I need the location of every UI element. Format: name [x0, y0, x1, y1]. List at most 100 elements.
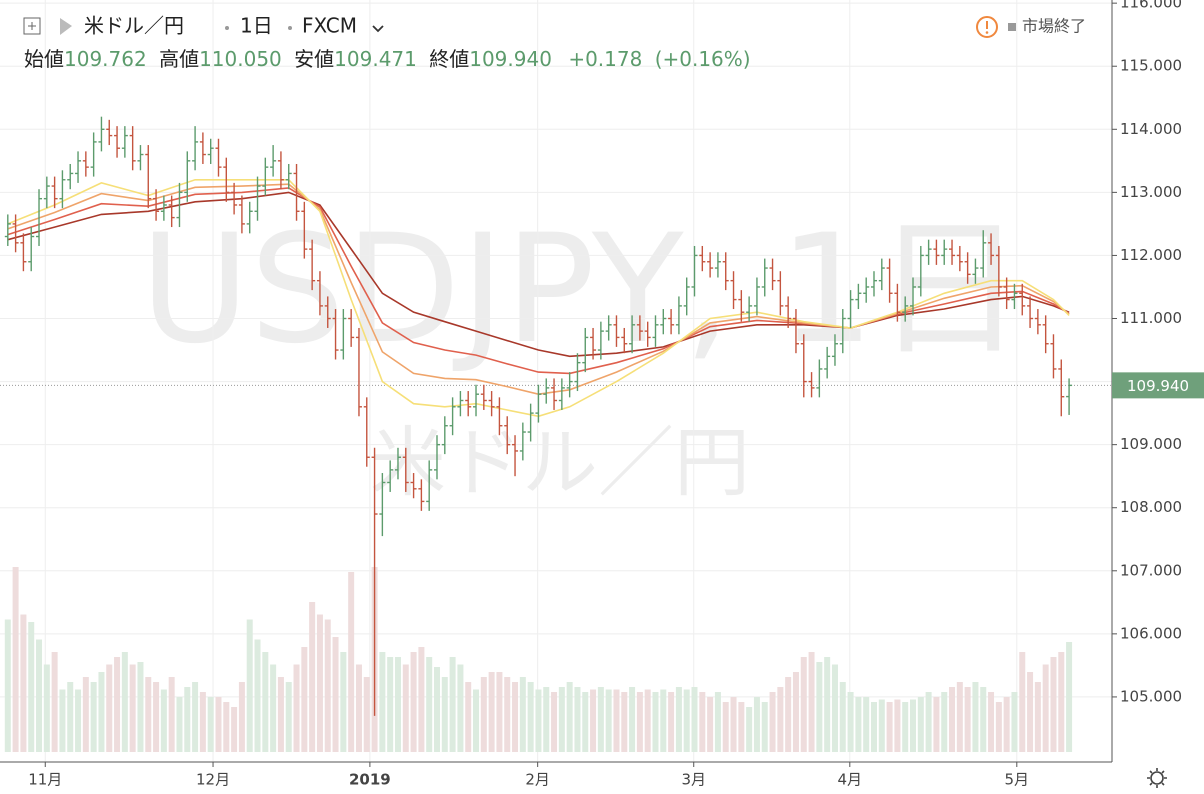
- interval[interactable]: 1日: [240, 14, 273, 38]
- add-icon[interactable]: [23, 17, 41, 35]
- volume-bar: [605, 689, 612, 752]
- moving-average: [7, 187, 1070, 375]
- volume-bar: [82, 677, 89, 752]
- header: 米ドル／円 1日 FXCM 始値109.762 高値110.050 安値109.…: [23, 14, 1086, 71]
- volume-bar: [558, 687, 565, 752]
- x-tick-label: 12月: [196, 771, 230, 789]
- volume-bar: [800, 657, 807, 752]
- volume-bar: [886, 702, 893, 752]
- volume-bar: [137, 662, 144, 752]
- watermark: USDJPY, 1日: [140, 203, 1024, 377]
- y-tick-label: 114.000: [1120, 120, 1182, 138]
- volume-bar: [1034, 682, 1041, 752]
- volume-bar: [785, 677, 792, 752]
- volume-bar: [582, 692, 589, 752]
- volume-bar: [285, 682, 292, 752]
- y-tick-label: 112.000: [1120, 246, 1182, 264]
- last-price-label: 109.940: [1127, 377, 1189, 395]
- volume-bar: [933, 697, 940, 752]
- volume-bar: [668, 692, 675, 752]
- gear-teeth: [1147, 768, 1167, 788]
- chevron[interactable]: [372, 25, 384, 33]
- volume-bar: [90, 682, 97, 752]
- ohlc-value: 109.940: [469, 47, 552, 71]
- y-tick-label: 111.000: [1120, 309, 1182, 327]
- x-tick-label: 3月: [681, 771, 706, 789]
- volume-bar: [769, 692, 776, 752]
- volume-bar: [207, 697, 214, 752]
- volume-bar: [761, 702, 768, 752]
- ohlc-value: 110.050: [199, 47, 282, 71]
- change: +0.178: [568, 47, 642, 71]
- volume-bar: [543, 687, 550, 752]
- volume-bar: [847, 692, 854, 752]
- volume-bar: [106, 664, 113, 752]
- volume-bar: [629, 687, 636, 752]
- volume-bar: [917, 697, 924, 752]
- volume-bar: [176, 697, 183, 752]
- volume-bar: [254, 639, 261, 752]
- volume-bar: [363, 677, 370, 752]
- separator: [225, 26, 229, 30]
- volume-bar: [480, 677, 487, 752]
- volume-bar: [519, 677, 526, 752]
- ohlc-value: 109.762: [64, 47, 147, 71]
- volume-bar: [855, 697, 862, 752]
- volume-bar: [824, 657, 831, 752]
- volume-bar: [433, 667, 440, 752]
- ohlc-value: 109.471: [334, 47, 417, 71]
- volume-bar: [160, 689, 167, 752]
- volume-bar: [387, 657, 394, 752]
- volume-bar: [441, 677, 448, 752]
- x-tick-label: 2019: [349, 771, 391, 789]
- volume-bar: [878, 699, 885, 752]
- volume-bar: [192, 682, 199, 752]
- x-tick-label: 2月: [525, 771, 550, 789]
- x-tick-label: 4月: [838, 771, 863, 789]
- volume-bar: [551, 692, 558, 752]
- last-price-tag: [1112, 372, 1204, 399]
- volume-bar: [964, 687, 971, 752]
- volume-bar: [1027, 672, 1034, 752]
- moving-average: [7, 183, 1070, 396]
- volume-bar: [863, 697, 870, 752]
- volume-bar: [956, 682, 963, 752]
- volume-bar: [145, 677, 152, 752]
- source[interactable]: FXCM: [302, 14, 357, 38]
- volume-bar: [75, 689, 82, 752]
- settings-icon[interactable]: [1147, 768, 1167, 788]
- volume-bar: [1058, 652, 1065, 752]
- volume-bar: [332, 637, 339, 752]
- volume-bar: [660, 689, 667, 752]
- volume-bar: [184, 687, 191, 752]
- volume-bar: [949, 687, 956, 752]
- market-status: 市場終了: [1022, 17, 1086, 36]
- volume-bar: [980, 687, 987, 752]
- volume-bar: [20, 614, 27, 752]
- volume-bar: [262, 652, 269, 752]
- watermark-sub: 米ドル／円: [370, 418, 750, 507]
- volume-bar: [902, 702, 909, 752]
- volume-bar: [925, 692, 932, 752]
- volume-bar: [808, 652, 815, 752]
- volume-bar: [121, 652, 128, 752]
- volume-bar: [223, 702, 230, 752]
- volume-bar: [28, 622, 35, 752]
- volume-bar: [636, 692, 643, 752]
- volume-bar: [215, 697, 222, 752]
- volume-bar: [941, 692, 948, 752]
- y-tick-label: 109.000: [1120, 435, 1182, 453]
- volume-bar: [1050, 657, 1057, 752]
- volume-bar: [316, 614, 323, 752]
- change-pct: (+0.16%): [655, 47, 751, 71]
- volume-bar: [496, 672, 503, 752]
- y-tick-label: 116.000: [1120, 0, 1182, 12]
- volume-bar: [231, 707, 238, 752]
- ohlc-row: 始値109.762 高値110.050 安値109.471 終値109.940 …: [24, 47, 751, 71]
- moving-average: [7, 191, 1070, 358]
- volume-bar: [410, 652, 417, 752]
- volume-bar: [535, 689, 542, 752]
- volume-bar: [238, 682, 245, 752]
- symbol[interactable]: 米ドル／円: [84, 14, 184, 38]
- moving-average: [7, 179, 1070, 418]
